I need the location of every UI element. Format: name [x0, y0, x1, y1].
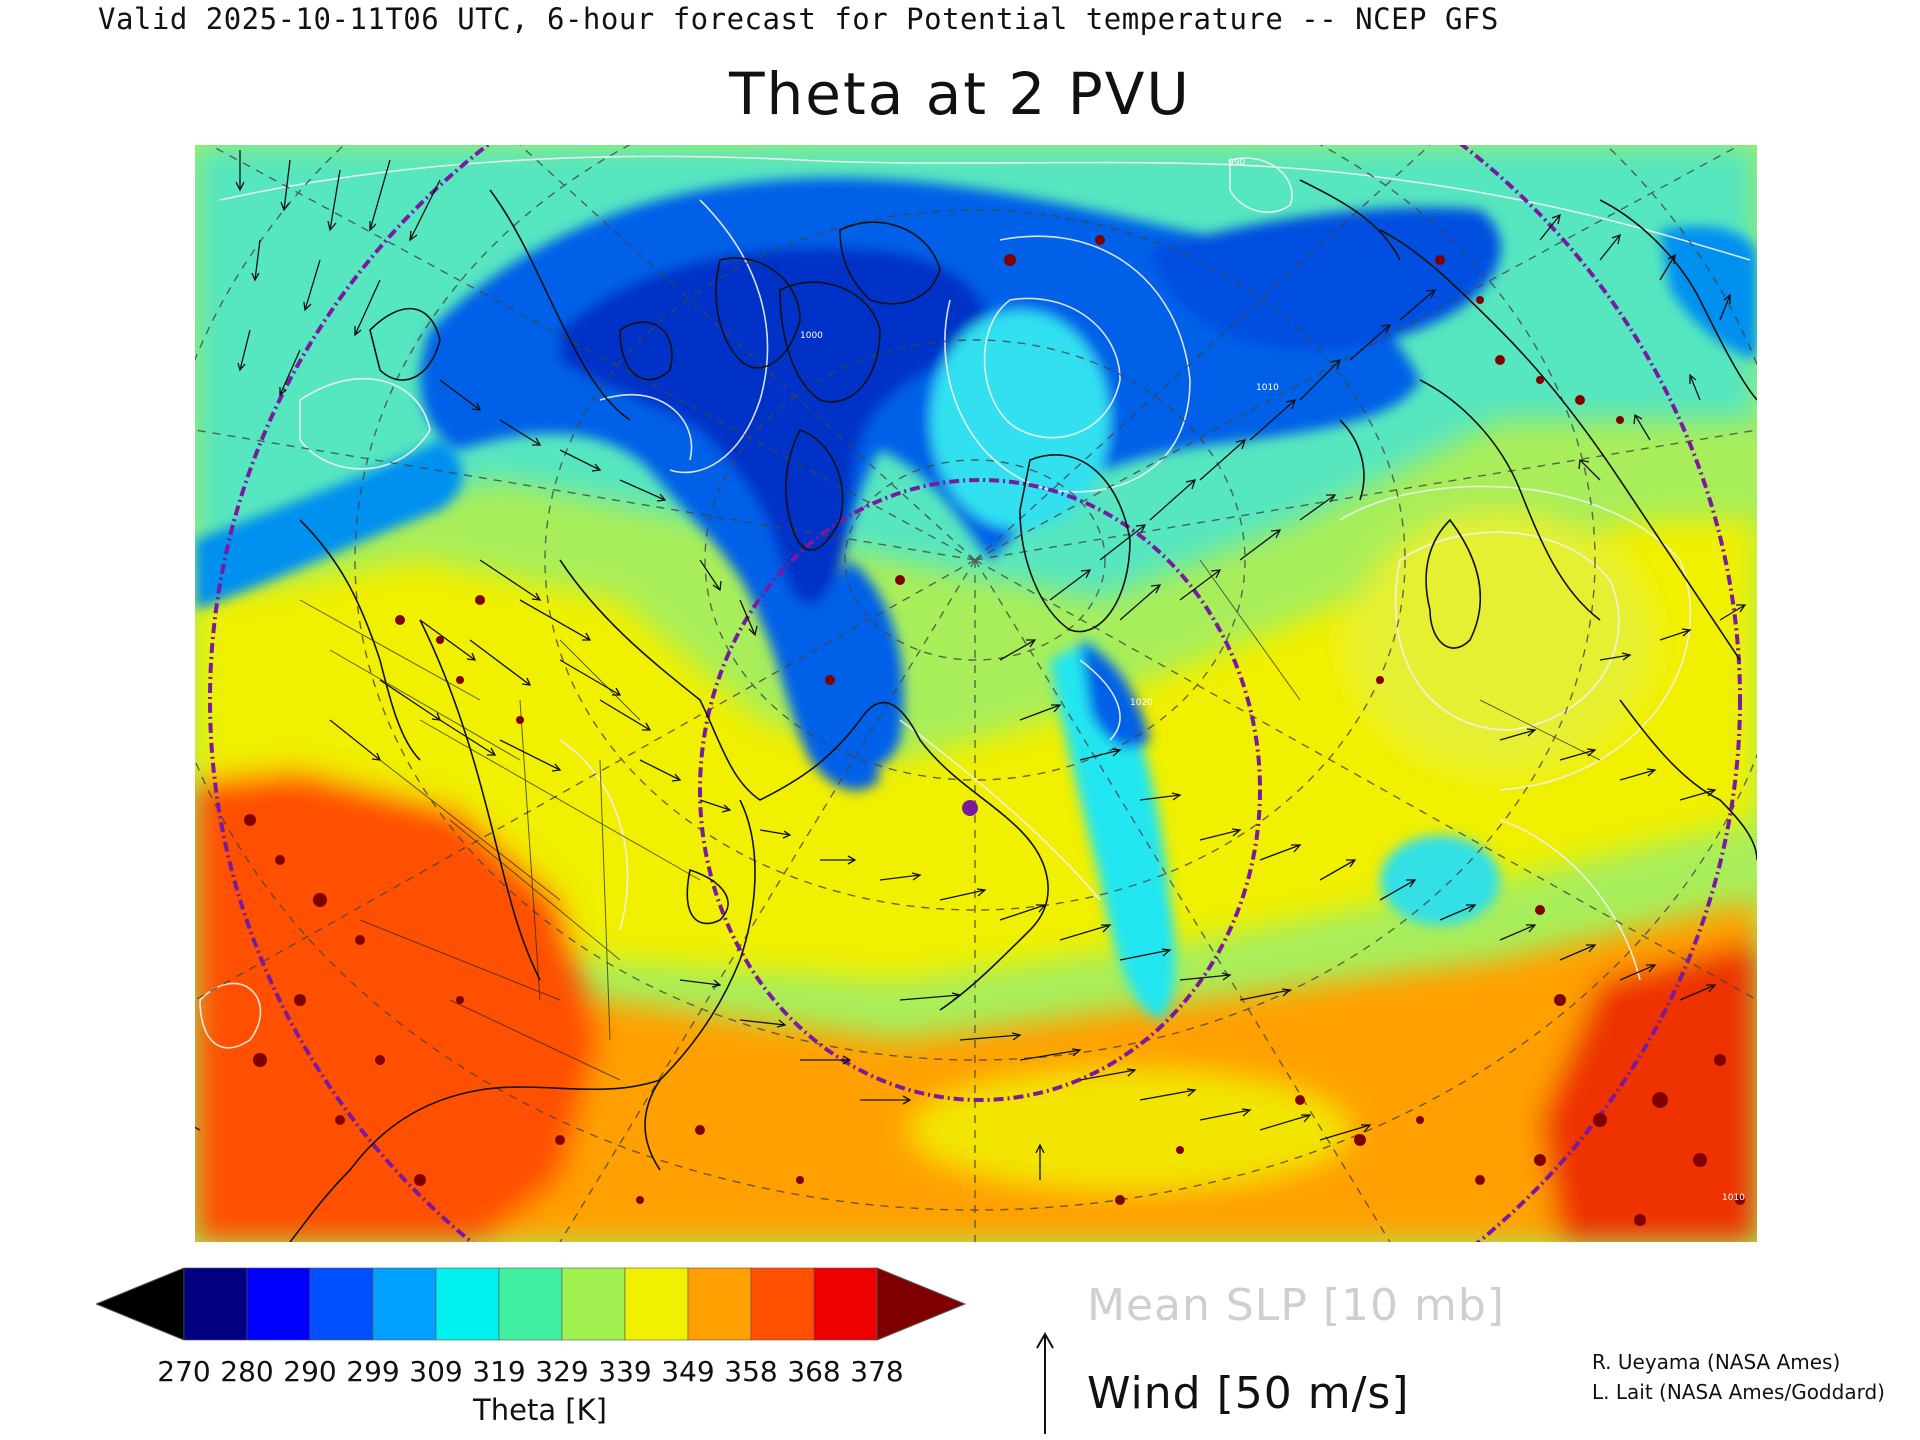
colorbar-segment [561, 1267, 626, 1341]
colorbar-tick: 378 [850, 1355, 904, 1388]
colorbar-title: Theta [K] [473, 1393, 607, 1427]
reference-circles [208, 145, 1742, 1242]
colorbar-high-triangle [876, 1267, 967, 1341]
colorbar-tick: 329 [535, 1355, 589, 1388]
theta-colorbar [96, 1267, 967, 1341]
colorbar-tick: 319 [472, 1355, 526, 1388]
colorbar-segment [750, 1267, 815, 1341]
wind-vectors [195, 150, 1747, 1180]
colorbar-low-triangle [96, 1267, 185, 1341]
high-theta-blobs [244, 235, 1745, 1226]
colorbar-segment [435, 1267, 500, 1341]
colorbar-tick: 368 [787, 1355, 841, 1388]
reference-point-marker [962, 800, 978, 816]
colorbar-tick: 309 [409, 1355, 463, 1388]
map-title: Theta at 2 PVU [729, 60, 1191, 128]
colorbar-segment [498, 1267, 563, 1341]
colorbar-segment [813, 1267, 878, 1341]
colorbar-segment [246, 1267, 311, 1341]
colorbar-tick-labels: 270 280 290 299 309 319 329 339 349 358 … [150, 1355, 910, 1389]
colorbar-tick: 290 [283, 1355, 337, 1388]
slp-label: 1020 [1130, 698, 1153, 708]
lat-lon-grid [195, 145, 1757, 1242]
slp-label: 990 [1228, 158, 1245, 168]
political-borders [299, 559, 1601, 1081]
slp-isobars [199, 155, 1751, 1049]
valid-time-line: Valid 2025-10-11T06 UTC, 6-hour forecast… [98, 2, 1499, 36]
credit-line: L. Lait (NASA Ames/Goddard) [1592, 1380, 1885, 1404]
credits: R. Ueyama (NASA Ames) L. Lait (NASA Ames… [1592, 1347, 1885, 1407]
slp-label: 1010 [1256, 383, 1279, 393]
colorbar-segment [687, 1267, 752, 1341]
colorbar-tick: 358 [724, 1355, 778, 1388]
colorbar-segment [309, 1267, 374, 1341]
colorbar-tick: 299 [346, 1355, 400, 1388]
slp-label: 1010 [1722, 1193, 1745, 1203]
wind-legend: Wind [50 m/s] [1087, 1368, 1410, 1419]
slp-legend: Mean SLP [10 mb] [1087, 1280, 1505, 1331]
wind-scale-arrow-icon [1036, 1331, 1054, 1434]
colorbar-tick: 280 [220, 1355, 274, 1388]
credit-line: R. Ueyama (NASA Ames) [1592, 1350, 1841, 1374]
colorbar-tick: 339 [598, 1355, 652, 1388]
colorbar-segment [183, 1267, 248, 1341]
slp-label: 1000 [800, 331, 823, 341]
colorbar-tick: 270 [157, 1355, 211, 1388]
colorbar-segment [624, 1267, 689, 1341]
colorbar-tick: 349 [661, 1355, 715, 1388]
coastlines [289, 179, 1757, 1242]
colorbar-segment [372, 1267, 437, 1341]
slp-contour-labels: 990 1010 1000 1020 1010 [800, 158, 1745, 1203]
